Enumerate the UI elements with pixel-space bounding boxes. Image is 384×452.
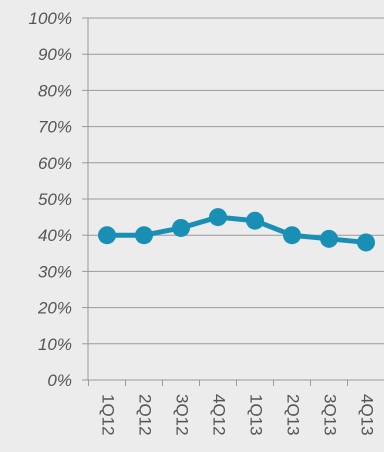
data-point — [98, 226, 116, 245]
x-tick-label: 3Q13 — [321, 394, 340, 436]
y-tick-label: 50% — [38, 190, 72, 209]
y-tick-label: 100% — [29, 9, 72, 28]
series-line — [98, 208, 375, 252]
y-tick-label: 60% — [38, 154, 72, 173]
y-tick-label: 10% — [38, 335, 72, 354]
y-tick-label: 20% — [37, 299, 72, 318]
x-tick-label: 3Q12 — [173, 394, 192, 436]
x-tick-label: 4Q12 — [210, 394, 229, 436]
data-point — [320, 229, 338, 248]
data-point — [283, 226, 301, 245]
y-tick-label: 30% — [38, 262, 72, 281]
y-tick-label: 90% — [38, 45, 72, 64]
y-tick-label: 70% — [38, 118, 72, 137]
x-axis: 1Q12 2Q12 3Q12 4Q12 1Q13 2Q13 3Q13 4Q13 — [88, 380, 377, 436]
y-tick-label: 40% — [38, 226, 72, 245]
data-point — [246, 211, 264, 230]
data-point — [357, 233, 375, 252]
x-tick-label: 2Q13 — [284, 394, 303, 436]
x-tick-label: 2Q12 — [136, 394, 155, 436]
data-point — [172, 218, 190, 237]
y-tick-label: 0% — [47, 371, 72, 390]
x-tick-label: 1Q12 — [99, 394, 118, 436]
data-point — [135, 226, 153, 245]
y-tick-label: 80% — [38, 81, 72, 100]
x-tick-label: 1Q13 — [247, 394, 266, 436]
x-tick-label: 4Q13 — [358, 394, 377, 436]
data-point — [209, 208, 227, 227]
gridlines — [88, 17, 384, 381]
y-axis: 0% 10% 20% 30% 40% 50% 60% 70% 80% 90% 100% — [29, 9, 89, 390]
